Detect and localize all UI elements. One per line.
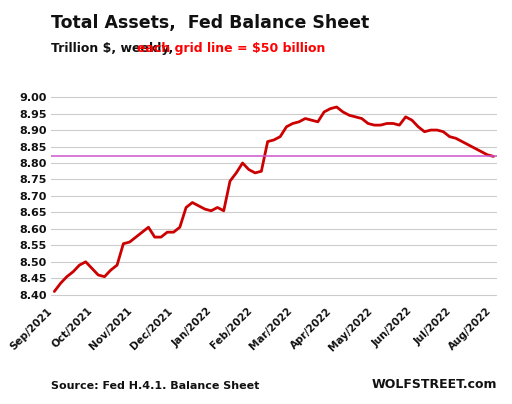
- Text: each grid line = $50 billion: each grid line = $50 billion: [137, 42, 326, 55]
- Text: Total Assets,  Fed Balance Sheet: Total Assets, Fed Balance Sheet: [51, 14, 370, 32]
- Text: Trillion $, weekly,: Trillion $, weekly,: [51, 42, 178, 55]
- Text: Source: Fed H.4.1. Balance Sheet: Source: Fed H.4.1. Balance Sheet: [51, 381, 260, 391]
- Text: WOLFSTREET.com: WOLFSTREET.com: [371, 378, 497, 391]
